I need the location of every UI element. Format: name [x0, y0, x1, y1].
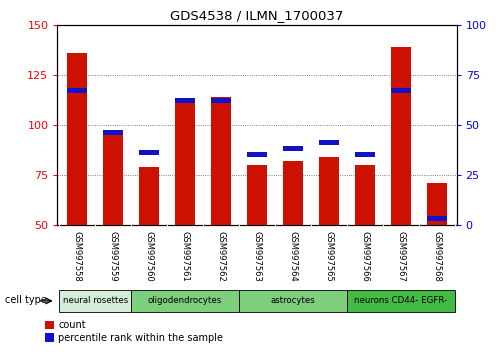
Bar [319, 140, 339, 145]
Text: oligodendrocytes: oligodendrocytes [148, 296, 222, 306]
Bar [103, 130, 123, 135]
Bar [283, 146, 303, 151]
Text: cell type: cell type [4, 295, 46, 305]
Bar [103, 133, 123, 225]
Text: GSM997562: GSM997562 [217, 230, 226, 281]
Text: neural rosettes: neural rosettes [62, 296, 128, 306]
Text: GSM997566: GSM997566 [360, 230, 369, 281]
Bar [355, 165, 375, 225]
Text: GSM997565: GSM997565 [324, 230, 333, 281]
Bar [355, 152, 375, 157]
Text: GSM997559: GSM997559 [109, 230, 118, 281]
Bar [283, 161, 303, 225]
Text: GSM997567: GSM997567 [396, 230, 405, 281]
Bar [175, 99, 195, 225]
Text: GSM997560: GSM997560 [145, 230, 154, 281]
Bar [427, 183, 447, 225]
Bar [175, 98, 195, 103]
Bar [67, 88, 87, 93]
Bar [247, 152, 267, 157]
Legend: count, percentile rank within the sample: count, percentile rank within the sample [45, 320, 224, 343]
Text: neurons CD44- EGFR-: neurons CD44- EGFR- [354, 296, 448, 306]
Bar [391, 47, 411, 225]
Bar [67, 53, 87, 225]
Text: GSM997564: GSM997564 [288, 230, 297, 281]
Bar [59, 290, 131, 312]
Text: GSM997568: GSM997568 [432, 230, 441, 281]
Bar [211, 97, 231, 225]
Bar [131, 290, 239, 312]
Bar [247, 165, 267, 225]
Bar [239, 290, 347, 312]
Bar [139, 150, 159, 155]
Bar [139, 167, 159, 225]
Text: GSM997558: GSM997558 [73, 230, 82, 281]
Bar [211, 98, 231, 103]
Bar [319, 157, 339, 225]
Bar [347, 290, 455, 312]
Text: GSM997561: GSM997561 [181, 230, 190, 281]
Bar [391, 88, 411, 93]
Title: GDS4538 / ILMN_1700037: GDS4538 / ILMN_1700037 [170, 9, 344, 22]
Bar [427, 216, 447, 221]
Text: astrocytes: astrocytes [270, 296, 315, 306]
Text: GSM997563: GSM997563 [252, 230, 261, 281]
